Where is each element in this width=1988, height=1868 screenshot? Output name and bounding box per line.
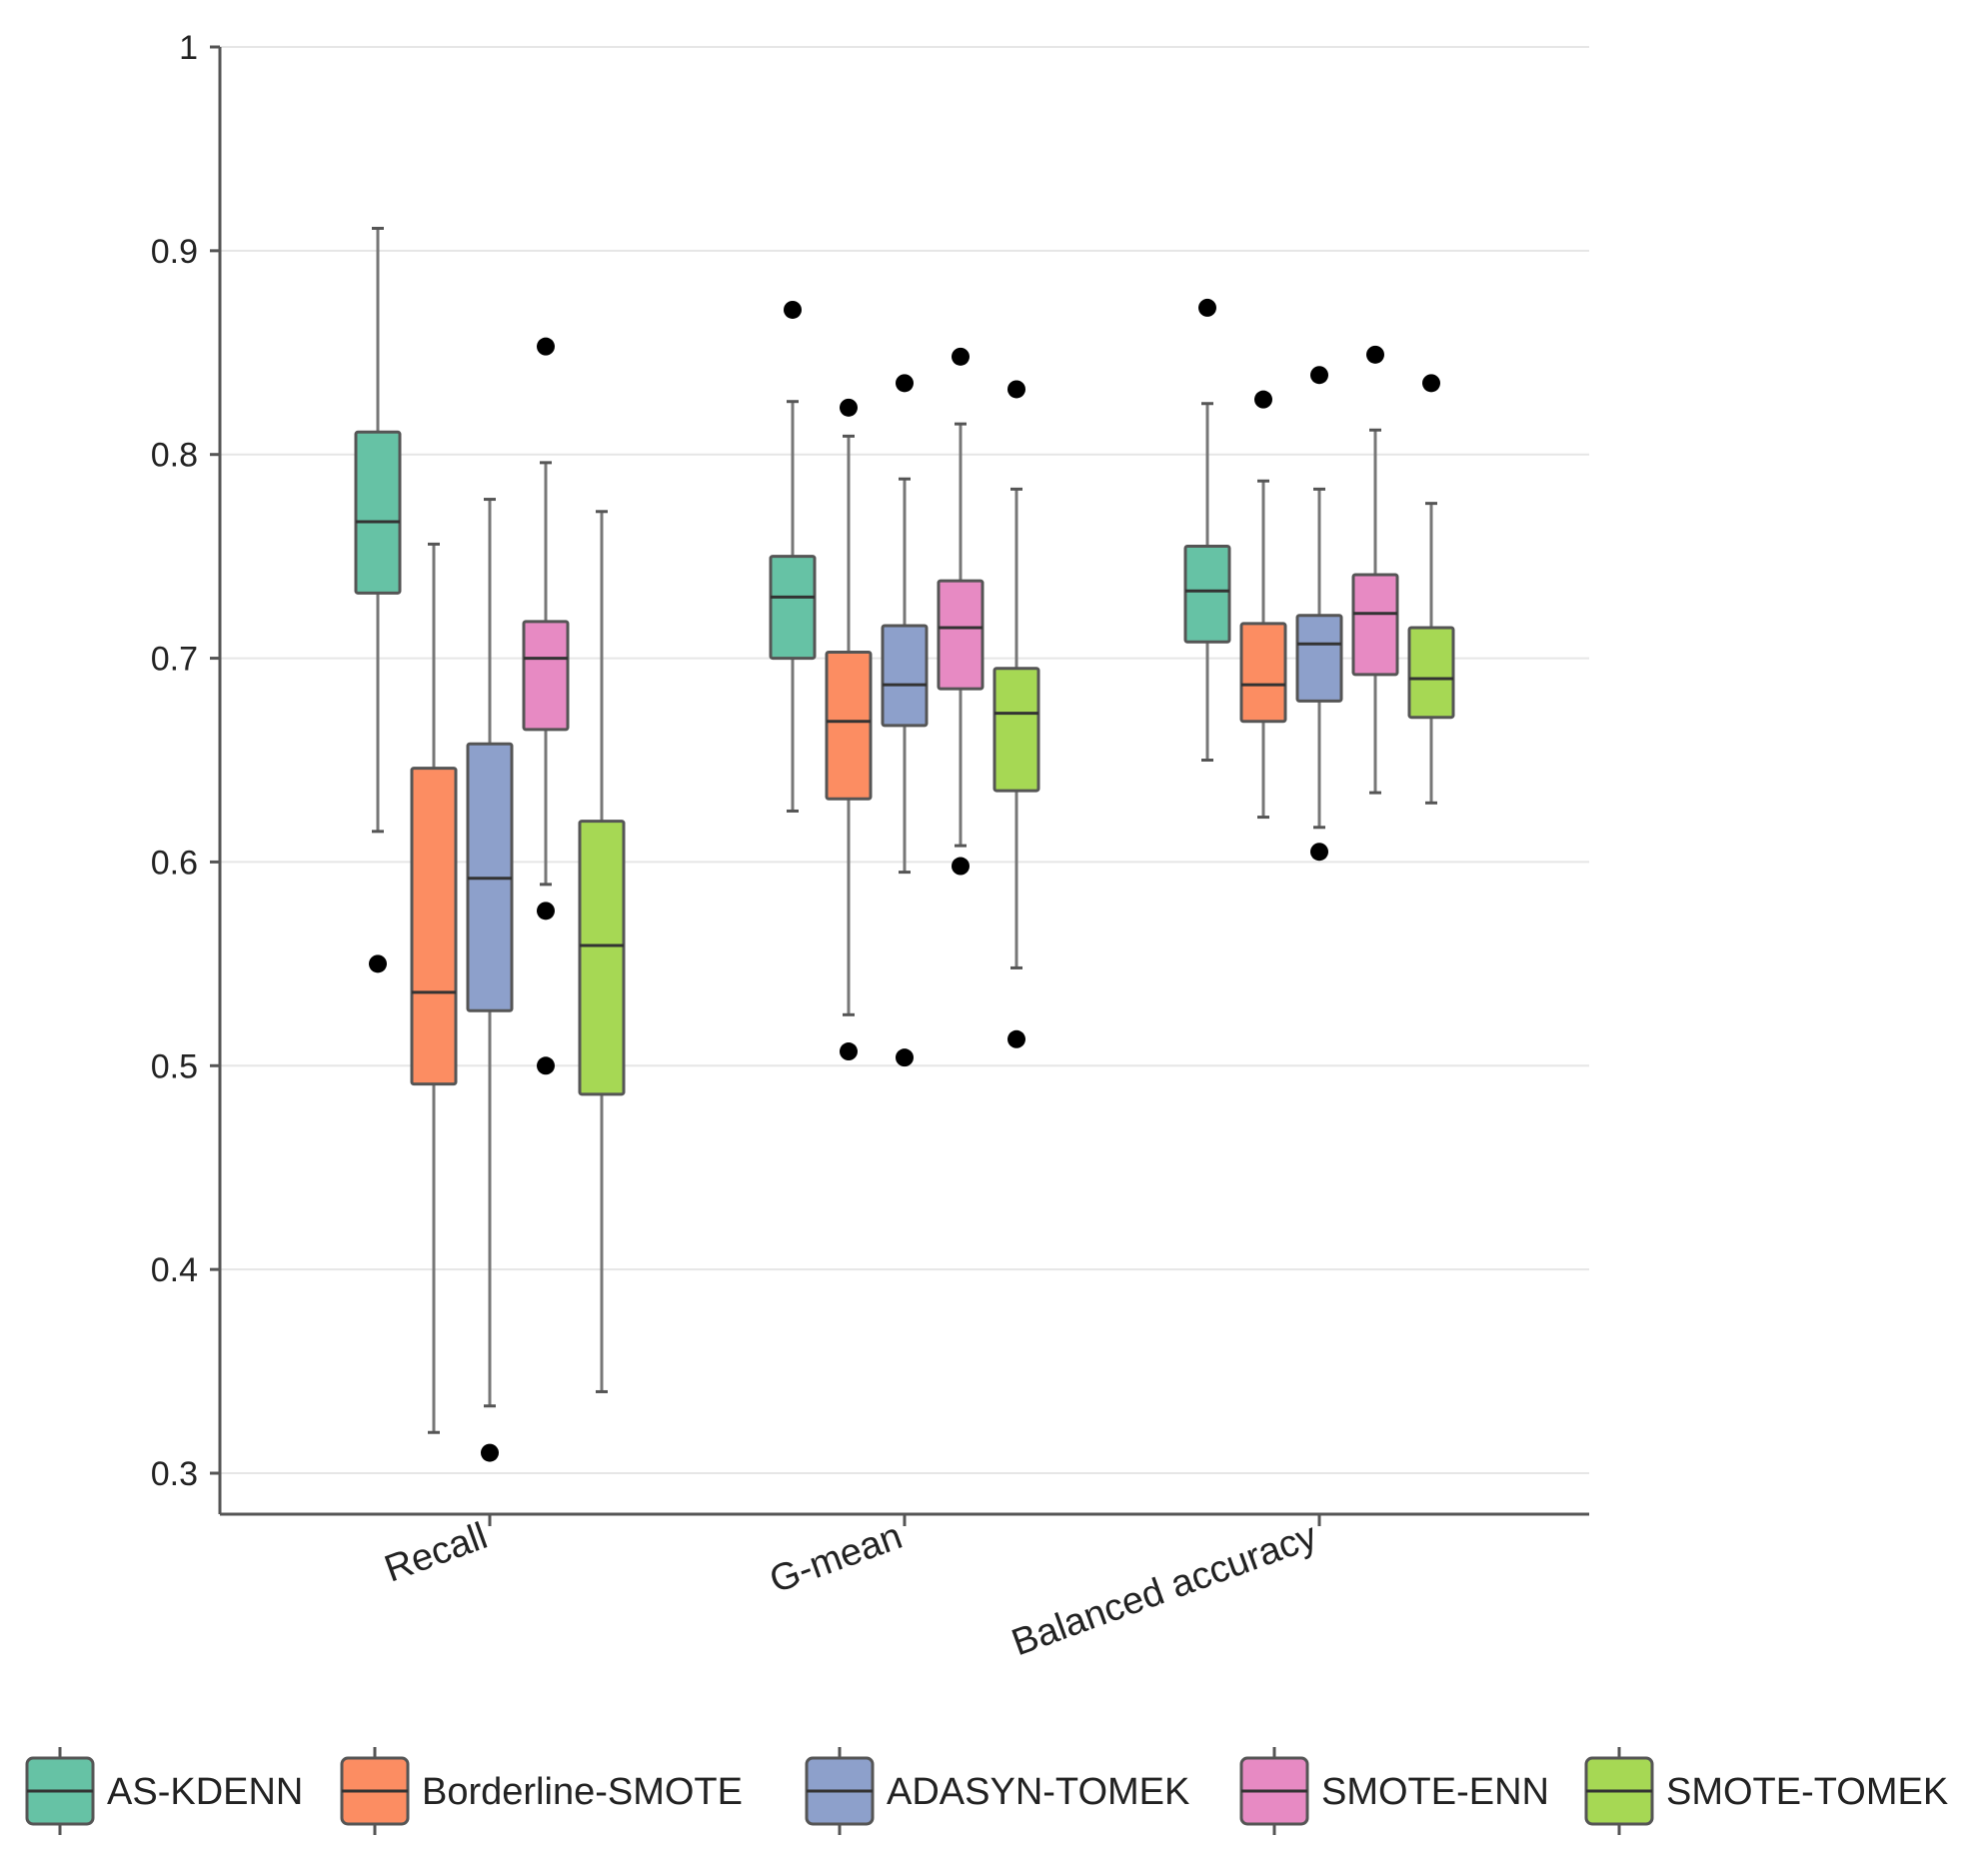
outlier-point [537, 902, 555, 921]
box-as-kdenn [1183, 298, 1231, 762]
outlier-point [369, 954, 387, 973]
outlier-point [952, 857, 970, 876]
outlier-point [537, 337, 555, 356]
iqr-box [578, 820, 626, 1096]
outlier-point [481, 1443, 499, 1462]
box-adasyn-tomek [1295, 366, 1343, 862]
legend-item: AS-KDENN [25, 1747, 303, 1835]
iqr-box [825, 650, 873, 801]
iqr-box [1351, 573, 1399, 677]
y-tick-label: 0.6 [151, 844, 198, 882]
box-adasyn-tomek [466, 498, 514, 1462]
box-smote-tomek [1407, 374, 1455, 805]
plot-area [354, 226, 1455, 1462]
legend-label: AS-KDENN [107, 1771, 303, 1813]
iqr-box [1239, 622, 1287, 724]
legend-label: ADASYN-TOMEK [887, 1771, 1189, 1813]
iqr-box [1295, 614, 1343, 703]
y-tick-label: 0.4 [151, 1251, 198, 1289]
y-tick-label: 0.9 [151, 233, 198, 271]
outlier-point [1310, 843, 1328, 862]
iqr-box [769, 555, 817, 661]
legend-label: Borderline-SMOTE [422, 1771, 743, 1813]
iqr-box [1407, 626, 1455, 720]
legend-item: SMOTE-TOMEK [1584, 1747, 1948, 1835]
outlier-point [784, 300, 802, 319]
legend-item: Borderline-SMOTE [340, 1747, 743, 1835]
iqr-box [993, 667, 1040, 793]
x-category-label: Recall [379, 1515, 493, 1591]
y-tick-label: 1 [179, 29, 198, 67]
box-smote-enn [1351, 345, 1399, 795]
iqr-box [410, 767, 458, 1086]
y-tick-label: 0.7 [151, 641, 198, 679]
axes: 0.3 0.4 0.5 0.6 0.7 0.8 0.9 1 Recall G-mean Balanc… [151, 29, 1589, 1664]
outlier-point [1007, 380, 1025, 399]
iqr-box [881, 624, 929, 728]
legend-label: SMOTE-ENN [1321, 1771, 1549, 1813]
y-tick-label: 0.5 [151, 1047, 198, 1085]
outlier-point [1254, 390, 1272, 409]
box-adasyn-tomek [881, 374, 929, 1067]
iqr-box [1183, 544, 1231, 644]
outlier-point [952, 347, 970, 366]
iqr-box [354, 430, 402, 595]
legend-item: ADASYN-TOMEK [805, 1747, 1189, 1835]
box-smote-enn [522, 337, 570, 1075]
box-smote-tomek [578, 510, 626, 1393]
x-category-label: Balanced accuracy [1006, 1515, 1322, 1664]
legend-label: SMOTE-TOMEK [1666, 1771, 1948, 1813]
outlier-point [537, 1056, 555, 1075]
legend-item: SMOTE-ENN [1239, 1747, 1549, 1835]
outlier-point [896, 1048, 914, 1067]
outlier-point [1007, 1029, 1025, 1048]
y-tick-label: 0.8 [151, 437, 198, 475]
outlier-point [896, 374, 914, 393]
outlier-point [840, 398, 858, 417]
x-category-label: G-mean [765, 1515, 908, 1601]
box-borderline-smote [410, 542, 458, 1434]
box-smote-tomek [993, 380, 1040, 1048]
outlier-point [1366, 345, 1384, 364]
box-borderline-smote [1239, 390, 1287, 820]
y-tick-label: 0.3 [151, 1455, 198, 1493]
box-as-kdenn [354, 226, 402, 973]
outlier-point [1310, 366, 1328, 385]
box-as-kdenn [769, 300, 817, 813]
iqr-box [937, 579, 985, 691]
box-borderline-smote [825, 398, 873, 1061]
legend: AS-KDENN Borderline-SMOTE ADASYN-TOMEK SMOT… [25, 1747, 1948, 1835]
outlier-point [1422, 374, 1440, 393]
outlier-point [1198, 298, 1216, 317]
iqr-box [522, 620, 570, 732]
box-smote-enn [937, 347, 985, 876]
outlier-point [840, 1042, 858, 1061]
